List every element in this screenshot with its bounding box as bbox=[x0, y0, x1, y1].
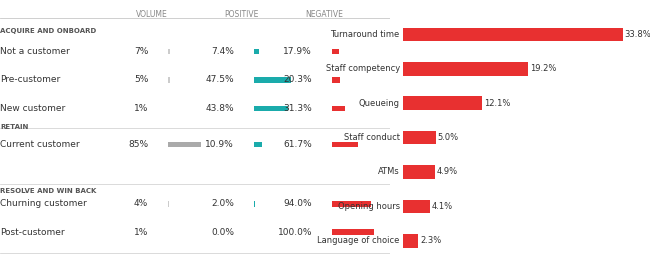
Text: 5.0%: 5.0% bbox=[437, 133, 459, 142]
Text: New customer: New customer bbox=[0, 104, 65, 113]
Text: RESOLVE AND WIN BACK: RESOLVE AND WIN BACK bbox=[0, 188, 96, 194]
Text: VOLUME: VOLUME bbox=[136, 10, 168, 19]
FancyBboxPatch shape bbox=[168, 49, 170, 54]
Text: 33.8%: 33.8% bbox=[625, 30, 650, 39]
FancyBboxPatch shape bbox=[168, 77, 170, 83]
Text: Opening hours: Opening hours bbox=[337, 202, 400, 211]
Text: 4%: 4% bbox=[134, 199, 148, 208]
Text: 19.2%: 19.2% bbox=[530, 64, 556, 73]
Text: 100.0%: 100.0% bbox=[278, 228, 312, 237]
Text: 94.0%: 94.0% bbox=[283, 199, 312, 208]
Bar bbox=[403, 165, 435, 179]
Text: 31.3%: 31.3% bbox=[283, 104, 312, 113]
Text: 17.9%: 17.9% bbox=[283, 47, 312, 56]
Text: 7.4%: 7.4% bbox=[211, 47, 234, 56]
Text: Language of choice: Language of choice bbox=[317, 236, 400, 245]
Text: Turnaround time: Turnaround time bbox=[330, 30, 400, 39]
Bar bbox=[403, 199, 430, 213]
Text: RETAIN: RETAIN bbox=[0, 124, 29, 130]
Text: 2.3%: 2.3% bbox=[420, 236, 441, 245]
Text: 7%: 7% bbox=[134, 47, 148, 56]
Text: 2.0%: 2.0% bbox=[211, 199, 234, 208]
Bar bbox=[403, 28, 623, 41]
FancyBboxPatch shape bbox=[168, 201, 169, 207]
Text: 0.0%: 0.0% bbox=[211, 228, 234, 237]
Text: 12.1%: 12.1% bbox=[484, 99, 510, 108]
Text: 43.8%: 43.8% bbox=[205, 104, 234, 113]
Text: Pre-customer: Pre-customer bbox=[0, 76, 60, 84]
Text: 85%: 85% bbox=[128, 140, 148, 149]
FancyBboxPatch shape bbox=[332, 49, 339, 54]
Text: 20.3%: 20.3% bbox=[283, 76, 312, 84]
Text: Not a customer: Not a customer bbox=[0, 47, 70, 56]
FancyBboxPatch shape bbox=[332, 229, 374, 235]
FancyBboxPatch shape bbox=[254, 142, 262, 147]
FancyBboxPatch shape bbox=[254, 106, 288, 111]
Text: Churning customer: Churning customer bbox=[0, 199, 86, 208]
FancyBboxPatch shape bbox=[332, 142, 358, 147]
FancyBboxPatch shape bbox=[254, 49, 259, 54]
FancyBboxPatch shape bbox=[254, 201, 255, 207]
Text: 61.7%: 61.7% bbox=[283, 140, 312, 149]
Bar bbox=[403, 96, 482, 110]
Text: 1%: 1% bbox=[134, 104, 148, 113]
Text: Post-customer: Post-customer bbox=[0, 228, 64, 237]
Bar bbox=[403, 131, 436, 144]
Text: Current customer: Current customer bbox=[0, 140, 79, 149]
Text: Queueing: Queueing bbox=[359, 99, 400, 108]
Text: POSITIVE: POSITIVE bbox=[225, 10, 259, 19]
Text: 5%: 5% bbox=[134, 76, 148, 84]
Text: 10.9%: 10.9% bbox=[205, 140, 234, 149]
Text: ATMs: ATMs bbox=[378, 167, 400, 176]
Text: Staff competency: Staff competency bbox=[326, 64, 400, 73]
Text: 47.5%: 47.5% bbox=[205, 76, 234, 84]
FancyBboxPatch shape bbox=[168, 142, 201, 147]
Text: ACQUIRE AND ONBOARD: ACQUIRE AND ONBOARD bbox=[0, 28, 96, 34]
FancyBboxPatch shape bbox=[332, 201, 372, 207]
Text: Staff conduct: Staff conduct bbox=[344, 133, 400, 142]
Text: 4.9%: 4.9% bbox=[437, 167, 458, 176]
FancyBboxPatch shape bbox=[332, 106, 344, 111]
Text: NEGATIVE: NEGATIVE bbox=[305, 10, 343, 19]
Text: 4.1%: 4.1% bbox=[432, 202, 452, 211]
Text: 1%: 1% bbox=[134, 228, 148, 237]
Bar bbox=[403, 62, 528, 76]
FancyBboxPatch shape bbox=[254, 77, 291, 83]
FancyBboxPatch shape bbox=[332, 77, 340, 83]
Bar bbox=[403, 234, 418, 248]
